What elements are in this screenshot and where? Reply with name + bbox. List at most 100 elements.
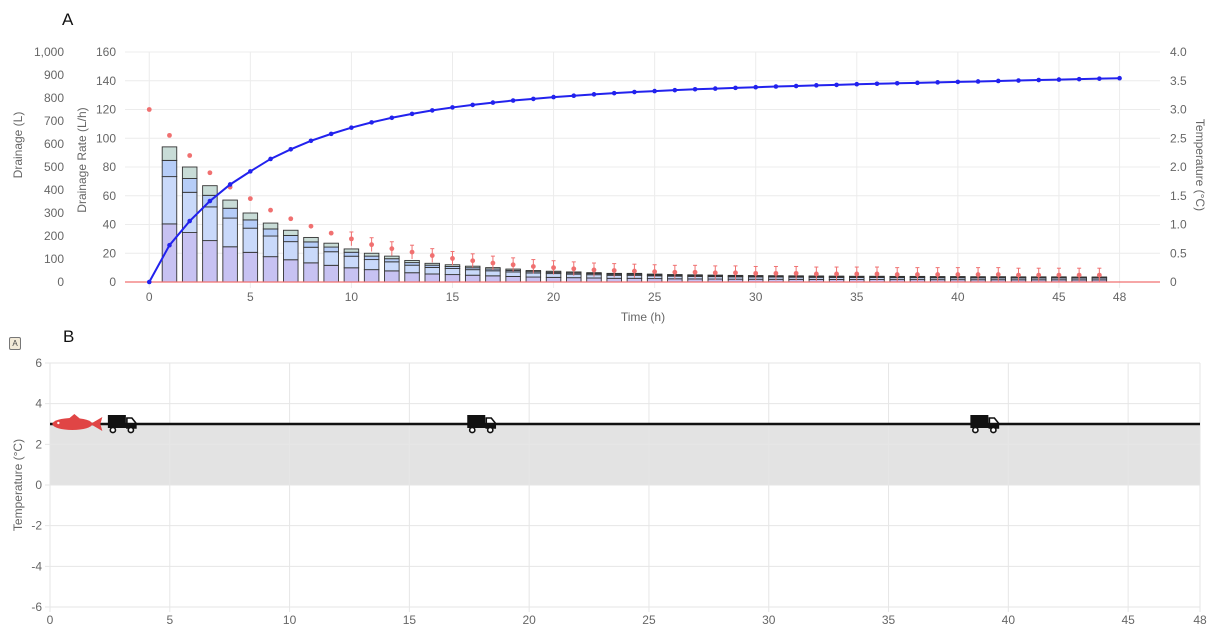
drainage-rate-bar <box>202 185 218 196</box>
drainage-rate-bar <box>424 273 440 283</box>
drainage-rate-bar <box>384 255 400 260</box>
cumulative-drainage-point <box>227 182 233 187</box>
drainage-rate-bar <box>161 176 178 225</box>
temperature-point <box>834 271 839 277</box>
drainage-rate-bar <box>384 261 400 272</box>
cumulative-drainage-point <box>672 87 678 93</box>
drainage-rate-bar <box>242 251 259 283</box>
fish-fin <box>68 414 81 419</box>
drainage-rate-bar <box>525 272 542 278</box>
x-tick: 40 <box>1002 613 1016 627</box>
cumulative-drainage-point <box>611 90 617 96</box>
x-tick: 15 <box>446 290 460 304</box>
drainage-rate-bar <box>485 270 501 277</box>
temperature-point <box>551 265 556 271</box>
temperature-point <box>955 272 961 277</box>
x-tick: 48 <box>1193 613 1207 627</box>
temperature-point <box>268 207 273 213</box>
temperature-point <box>753 270 759 276</box>
drainage-rate-bar <box>464 269 481 276</box>
temperature-point <box>793 270 799 276</box>
truck-wheel <box>109 426 117 434</box>
temperature-point <box>389 246 395 252</box>
temperature-point <box>854 271 860 277</box>
drainage-rate-bar <box>323 246 339 253</box>
cumulative-drainage-point <box>328 131 334 137</box>
temperature-point <box>1016 272 1021 278</box>
drainage-rate-bar <box>343 255 360 269</box>
y-tick-temperature: 4.0 <box>1170 45 1187 59</box>
temperature-point <box>591 267 597 273</box>
drainage-rate-bar <box>242 219 259 229</box>
drainage-rate-bar <box>363 259 380 271</box>
drainage-rate-bar <box>404 259 420 264</box>
drainage-rate-bar <box>181 232 198 283</box>
cumulative-drainage-point <box>874 81 880 87</box>
truck-wheel <box>989 426 997 434</box>
temperature-point <box>995 272 1001 277</box>
temperature-point <box>1036 272 1042 278</box>
y-tick-drainage: 800 <box>44 91 64 105</box>
temperature-point <box>207 170 213 176</box>
temperature-point <box>672 269 678 275</box>
cumulative-drainage-point <box>591 92 597 97</box>
x-tick: 30 <box>749 290 763 304</box>
cumulative-drainage-point <box>1036 77 1042 83</box>
y-tick-drainage: 600 <box>44 137 64 151</box>
y-tick: 0 <box>35 478 42 492</box>
truck-wheel <box>486 426 494 434</box>
drainage-rate-bar <box>202 206 218 242</box>
drainage-rate-bar <box>303 236 319 243</box>
temperature-point <box>692 269 698 275</box>
drainage-rate-bar <box>384 270 400 283</box>
drainage-rate-bar <box>444 268 461 276</box>
temperature-point <box>409 249 415 255</box>
truck-chassis <box>970 425 999 428</box>
cumulative-drainage-point <box>510 98 516 103</box>
drainage-rate-bar <box>424 262 440 266</box>
x-tick: 25 <box>642 613 656 627</box>
cumulative-drainage-point <box>995 78 1001 84</box>
drainage-rate-bar <box>181 166 198 179</box>
drainage-rate-bar <box>586 277 602 283</box>
drainage-rate-bar <box>222 217 238 248</box>
x-tick: 45 <box>1121 613 1135 627</box>
cumulative-drainage-point <box>308 138 314 144</box>
cumulative-drainage-point <box>1076 76 1082 82</box>
y-tick: -4 <box>31 559 42 573</box>
drainage-chart: 01002003004005006007008009001,0000204060… <box>11 45 1207 324</box>
temperature-point <box>510 262 516 268</box>
drainage-rate-bar <box>505 271 521 277</box>
cumulative-drainage-point <box>652 88 657 94</box>
drainage-rate-bar <box>343 267 360 283</box>
drainage-rate-bar <box>363 255 380 261</box>
y-tick-rate: 140 <box>96 74 116 88</box>
cumulative-drainage-point <box>915 80 920 86</box>
cumulative-drainage-point <box>268 156 273 162</box>
temperature-point <box>712 270 718 276</box>
cumulative-drainage-point <box>571 93 577 98</box>
cumulative-drainage-point <box>1016 78 1021 83</box>
truck-cargo <box>467 415 486 425</box>
fish-eye <box>57 421 60 425</box>
panel-toggle-icon[interactable]: A <box>9 337 21 350</box>
y-tick-temperature: 0 <box>1170 275 1177 289</box>
y-axis-title-rate: Drainage Rate (L/h) <box>75 107 89 212</box>
temperature-point <box>247 196 253 202</box>
temperature-point <box>874 271 880 277</box>
drainage-rate-bar <box>404 264 420 274</box>
drainage-rate-bar <box>242 212 259 221</box>
x-tick: 35 <box>882 613 896 627</box>
temperature-point <box>349 236 354 242</box>
temperature-point <box>733 270 738 276</box>
cumulative-drainage-point <box>470 102 475 108</box>
y-tick-drainage: 200 <box>44 229 64 243</box>
x-tick: 5 <box>247 290 254 304</box>
cumulative-drainage-point <box>551 94 556 100</box>
temperature-point <box>571 266 577 272</box>
x-tick: 15 <box>403 613 417 627</box>
drainage-rate-bar <box>181 178 198 193</box>
temperature-point <box>187 153 193 158</box>
truck-icon <box>467 415 497 434</box>
drainage-rate-bar <box>485 275 501 283</box>
